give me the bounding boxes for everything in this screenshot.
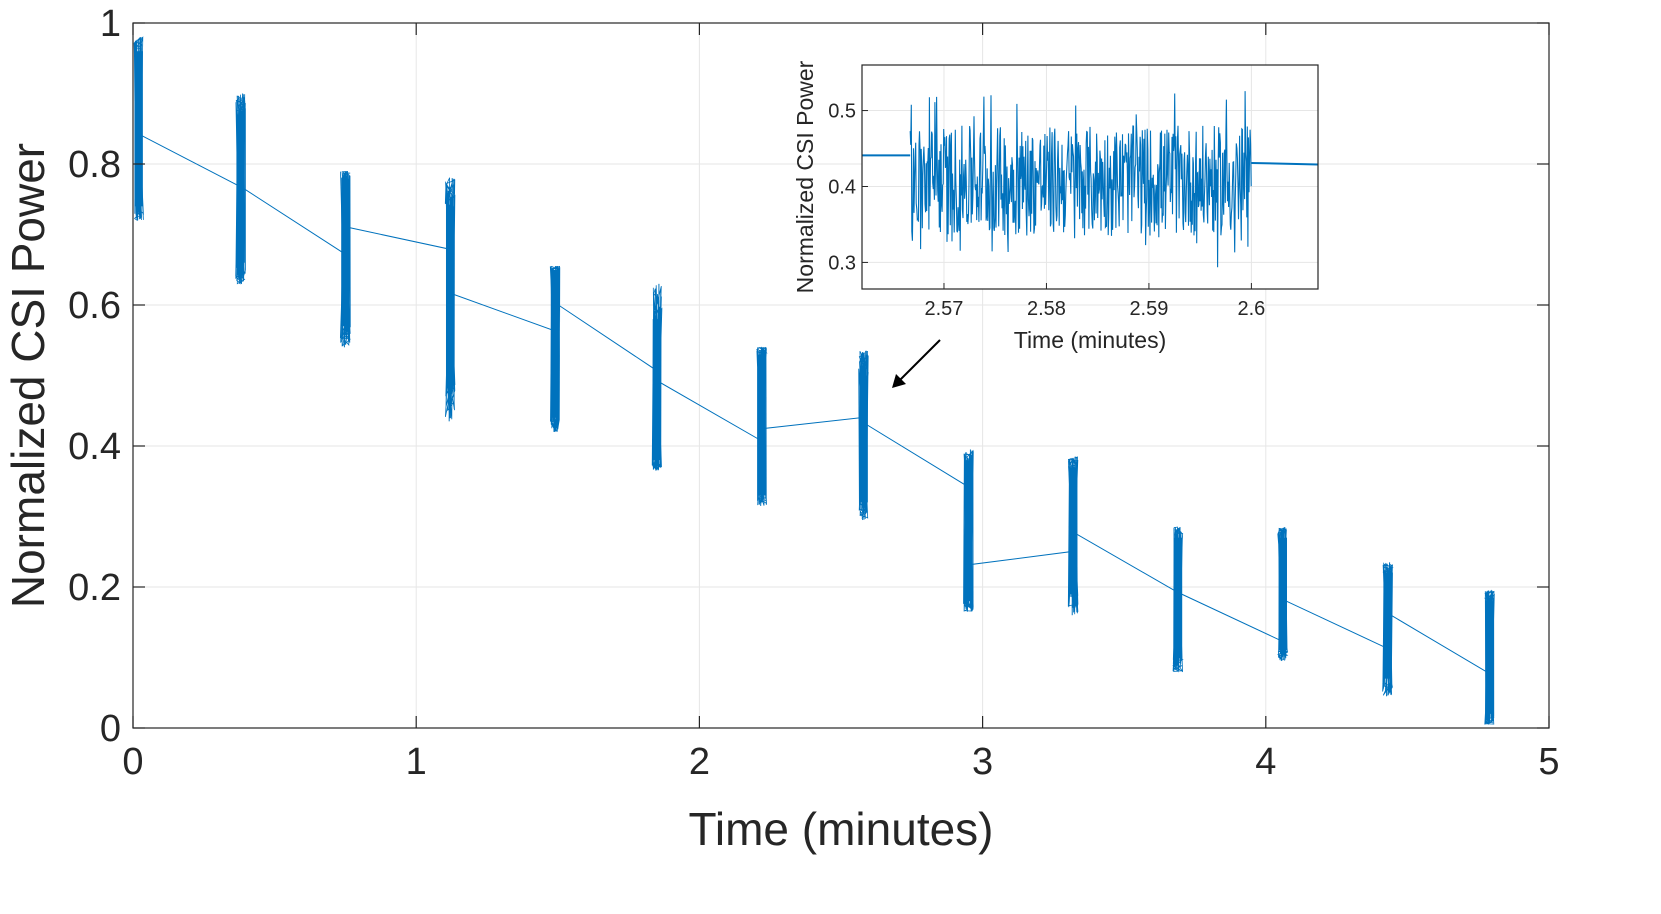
main-y-tick-label: 0.2 bbox=[68, 567, 121, 609]
burst-series-segment bbox=[549, 265, 561, 433]
arrow-head bbox=[892, 374, 906, 388]
main-x-tick-label: 2 bbox=[689, 741, 710, 783]
burst-series-segment bbox=[1067, 456, 1079, 616]
burst-noise bbox=[1172, 526, 1184, 673]
burst-noise bbox=[133, 36, 144, 222]
burst-series-segment bbox=[1382, 562, 1394, 697]
annotation-arrow bbox=[892, 339, 941, 388]
burst-series-segment bbox=[963, 449, 974, 612]
inset-x-axis-label: Time (minutes) bbox=[1014, 327, 1167, 353]
burst-noise bbox=[963, 449, 974, 612]
inset-y-tick-label: 0.3 bbox=[828, 252, 856, 274]
main-axes-frame bbox=[132, 22, 1550, 729]
burst-series-segment bbox=[1172, 526, 1184, 673]
inset-y-axis-label: Normalized CSI Power bbox=[792, 60, 818, 293]
main-x-tick-label: 0 bbox=[122, 741, 143, 783]
inset-tail-line bbox=[1251, 161, 1319, 166]
burst-noise bbox=[339, 170, 352, 347]
inset-y-tick-label: 0.5 bbox=[828, 101, 856, 123]
inset-noise-line bbox=[909, 91, 1252, 268]
main-grid bbox=[132, 22, 1550, 729]
burst-noise bbox=[756, 346, 768, 506]
burst-series-segment bbox=[651, 283, 663, 471]
burst-series-segment bbox=[339, 170, 352, 348]
burst-series-segment bbox=[444, 176, 456, 422]
main-x-tick-label: 1 bbox=[406, 741, 427, 783]
burst-series-segment bbox=[1277, 527, 1289, 662]
burst-series-segment bbox=[133, 36, 144, 222]
burst-noise bbox=[1484, 589, 1495, 725]
main-y-tick-label: 0.6 bbox=[68, 285, 121, 327]
burst-series-segment bbox=[858, 350, 869, 521]
main-y-tick-label: 0 bbox=[100, 708, 121, 750]
main-x-axis-label: Time (minutes) bbox=[689, 803, 994, 855]
burst-noise bbox=[549, 265, 561, 433]
burst-series-segment bbox=[235, 93, 246, 285]
burst-noise bbox=[1067, 456, 1079, 615]
arrow-shaft bbox=[897, 339, 941, 383]
main-x-tick-label: 3 bbox=[972, 741, 993, 783]
inset-axes-frame bbox=[861, 64, 1319, 290]
main-x-tick-label: 5 bbox=[1538, 741, 1559, 783]
inset-x-tick-label: 2.6 bbox=[1237, 298, 1265, 320]
main-y-tick-label: 1 bbox=[100, 3, 121, 45]
burst-noise bbox=[651, 285, 663, 471]
burst-series-segment bbox=[1484, 589, 1495, 725]
inset-x-tick-label: 2.59 bbox=[1129, 298, 1168, 320]
inset-x-tick-label: 2.57 bbox=[925, 298, 964, 320]
burst-series-segment bbox=[756, 346, 768, 506]
main-x-tick-label: 4 bbox=[1255, 741, 1276, 783]
burst-noise bbox=[235, 94, 246, 285]
inset-y-tick-label: 0.4 bbox=[828, 176, 856, 198]
main-y-axis-label: Normalized CSI Power bbox=[2, 143, 54, 608]
main-y-tick-label: 0.4 bbox=[68, 426, 121, 468]
burst-noise bbox=[858, 350, 869, 520]
main-y-tick-label: 0.8 bbox=[68, 144, 121, 186]
inset-x-tick-label: 2.58 bbox=[1027, 298, 1066, 320]
